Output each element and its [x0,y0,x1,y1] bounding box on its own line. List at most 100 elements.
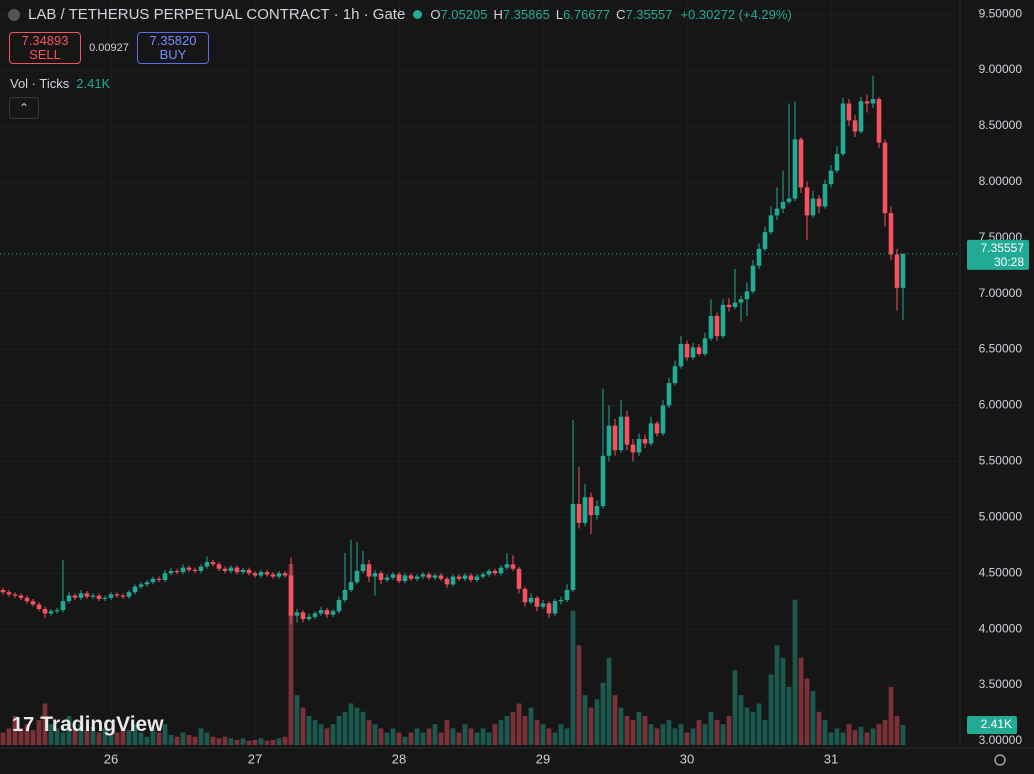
volume-bar [510,711,516,745]
volume-bar [378,728,384,745]
candle-body [726,304,732,308]
candle-body [612,425,618,451]
buy-button[interactable]: 7.35820 BUY [137,32,209,64]
volume-bar [384,732,390,745]
volume-bar [852,730,858,745]
volume-bar [678,724,684,745]
volume-bar [552,732,558,745]
candle-body [708,316,714,339]
collapse-button[interactable]: ⌃ [9,97,39,119]
candle-body [426,574,432,578]
candle-body [192,569,198,571]
candle-body [558,600,564,602]
candle-body [48,611,54,614]
volume-bar [750,711,756,745]
volume-bar [408,732,414,745]
volume-tag [967,715,1017,734]
candle-body [660,405,666,434]
volume-bar [132,724,138,745]
volume-bar [588,707,594,745]
candle-body [36,604,42,610]
volume-bar [582,695,588,745]
candle-body [894,254,900,288]
volume-bar [660,724,666,745]
trade-buttons: 7.34893 SELL 0.00927 7.35820 BUY [9,32,209,64]
volume-bar [780,657,786,745]
volume-bar [810,691,816,745]
volume-bar [0,732,6,745]
candle-body [756,248,762,266]
candle-body [768,215,774,233]
volume-bar [846,724,852,745]
volume-bar [480,728,486,745]
volume-bar [414,728,420,745]
candle-body [636,439,642,453]
ohlc: O7.05205 H7.35865 L6.76677 C7.35557 [430,7,672,22]
volume-bar [276,738,282,745]
volume-bar [600,682,606,745]
candle-body [42,609,48,614]
volume-bar [192,736,198,745]
candle-body [258,572,264,576]
candle-body [96,595,102,599]
candle-body [900,253,906,288]
ohlc-key: H [493,7,503,22]
candle-body [828,170,834,185]
volume-bar [768,674,774,745]
candle-body [600,455,606,507]
volume-bar [684,732,690,745]
volume-bar [726,715,732,745]
candle-body [72,595,78,598]
logo-text: TradingView [40,713,164,736]
volume-bar [828,732,834,745]
volume-bar [6,728,12,745]
y-tick-label: 4.00000 [979,621,1023,635]
candle-body [420,574,426,577]
y-tick-label: 3.50000 [979,677,1023,691]
volume-bar [666,720,672,745]
candle-body [474,576,480,580]
candle-body [492,570,498,574]
candle-body [534,597,540,607]
volume-bar [294,695,300,745]
candle-body [882,142,888,214]
volume-bar [546,728,552,745]
candle-body [174,570,180,573]
candle-body [780,201,786,209]
y-tick-label: 5.00000 [979,509,1023,523]
candle-body [480,574,486,577]
volume-bar [222,736,228,745]
volume-bar [270,740,276,745]
volume-bar [330,724,336,745]
y-tick-label: 9.50000 [979,6,1023,20]
candle-body [372,573,378,577]
candle-body [60,601,66,611]
candle-body [234,567,240,573]
volume-bar [618,707,624,745]
volume-bar [12,715,18,745]
candle-body [108,594,114,598]
volume-bar [696,720,702,745]
candle-body [678,343,684,367]
candle-body [330,611,336,615]
candle-body [720,304,726,337]
volume-bar [402,736,408,745]
candle-body [810,198,816,216]
volume-bar [120,728,126,745]
volume-bar [168,735,174,745]
volume-bar [816,711,822,745]
volume-bars [0,564,906,745]
ohlc-value: 6.76677 [563,7,611,22]
candle-body [312,613,318,617]
candle-body [552,601,558,614]
candle-body [876,99,882,143]
candle-body [444,578,450,585]
settings-icon[interactable] [994,754,1006,766]
candle-body [6,592,12,595]
sell-button[interactable]: 7.34893 SELL [9,32,81,64]
candle-body [594,506,600,516]
candle-body [498,567,504,574]
candle-body [54,610,60,612]
volume-bar [786,686,792,745]
